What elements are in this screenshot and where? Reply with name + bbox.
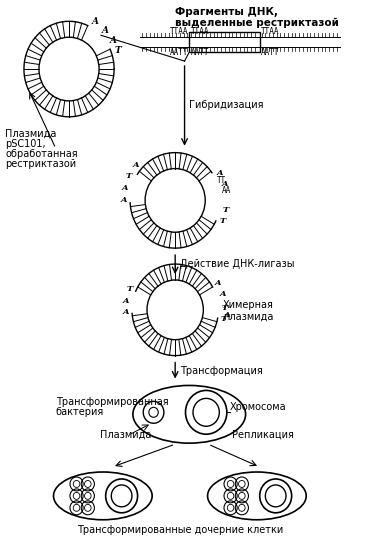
Text: ТТАА: ТТАА: [261, 27, 279, 36]
Text: A: A: [102, 26, 109, 35]
Text: T: T: [126, 285, 132, 293]
Text: выделенные рестриктазой: выделенные рестриктазой: [175, 18, 339, 28]
Text: T: T: [221, 315, 227, 323]
Text: АА: АА: [221, 185, 231, 194]
Text: pSC101,: pSC101,: [5, 139, 46, 148]
Text: A: A: [215, 279, 221, 288]
Ellipse shape: [133, 385, 246, 443]
Text: Трансформированная: Трансформированная: [56, 397, 168, 407]
Text: A: A: [217, 169, 223, 177]
Text: ААТТ: ААТТ: [191, 48, 210, 57]
Text: Трансформация: Трансформация: [180, 365, 263, 375]
Text: T: T: [222, 304, 228, 312]
Text: ААТТ: ААТТ: [170, 48, 188, 57]
Text: бактерия: бактерия: [56, 407, 104, 417]
Text: A: A: [132, 161, 139, 169]
Text: обработанная: обработанная: [5, 148, 78, 158]
Text: Репликация: Репликация: [232, 429, 293, 439]
Ellipse shape: [208, 472, 306, 520]
Text: ААТТ: ААТТ: [261, 48, 279, 57]
Text: T: T: [223, 206, 229, 214]
Bar: [189, 32, 260, 52]
Text: ТТАА: ТТАА: [170, 27, 188, 36]
Text: Гибридизация: Гибридизация: [189, 100, 264, 110]
Text: A: A: [219, 290, 226, 298]
Text: A: A: [122, 307, 129, 316]
Text: рестриктазой: рестриктазой: [5, 158, 76, 168]
Text: Хромосома: Хромосома: [230, 402, 286, 412]
Text: A: A: [91, 17, 98, 26]
Text: Трансформированные дочерние клетки: Трансформированные дочерние клетки: [77, 525, 283, 535]
Text: Фрагменты ДНК,: Фрагменты ДНК,: [175, 7, 278, 17]
Text: A: A: [123, 296, 129, 305]
Text: ТТ: ТТ: [217, 176, 226, 184]
Text: A: A: [221, 181, 228, 188]
Text: Химерная: Химерная: [223, 300, 274, 310]
Text: T: T: [220, 217, 226, 225]
Text: T: T: [114, 46, 121, 55]
Text: A: A: [120, 197, 127, 204]
Text: A: A: [109, 35, 116, 45]
Text: Плазмида: Плазмида: [5, 129, 56, 139]
Text: А: А: [223, 311, 230, 319]
Ellipse shape: [53, 472, 152, 520]
Text: Плазмида: Плазмида: [100, 429, 151, 439]
Text: T: T: [126, 172, 132, 179]
Text: плазмида: плазмида: [223, 312, 273, 322]
Text: ТТАА: ТТАА: [191, 27, 210, 36]
Text: Действие ДНК-лигазы: Действие ДНК-лигазы: [180, 259, 294, 269]
Text: A: A: [122, 184, 128, 192]
